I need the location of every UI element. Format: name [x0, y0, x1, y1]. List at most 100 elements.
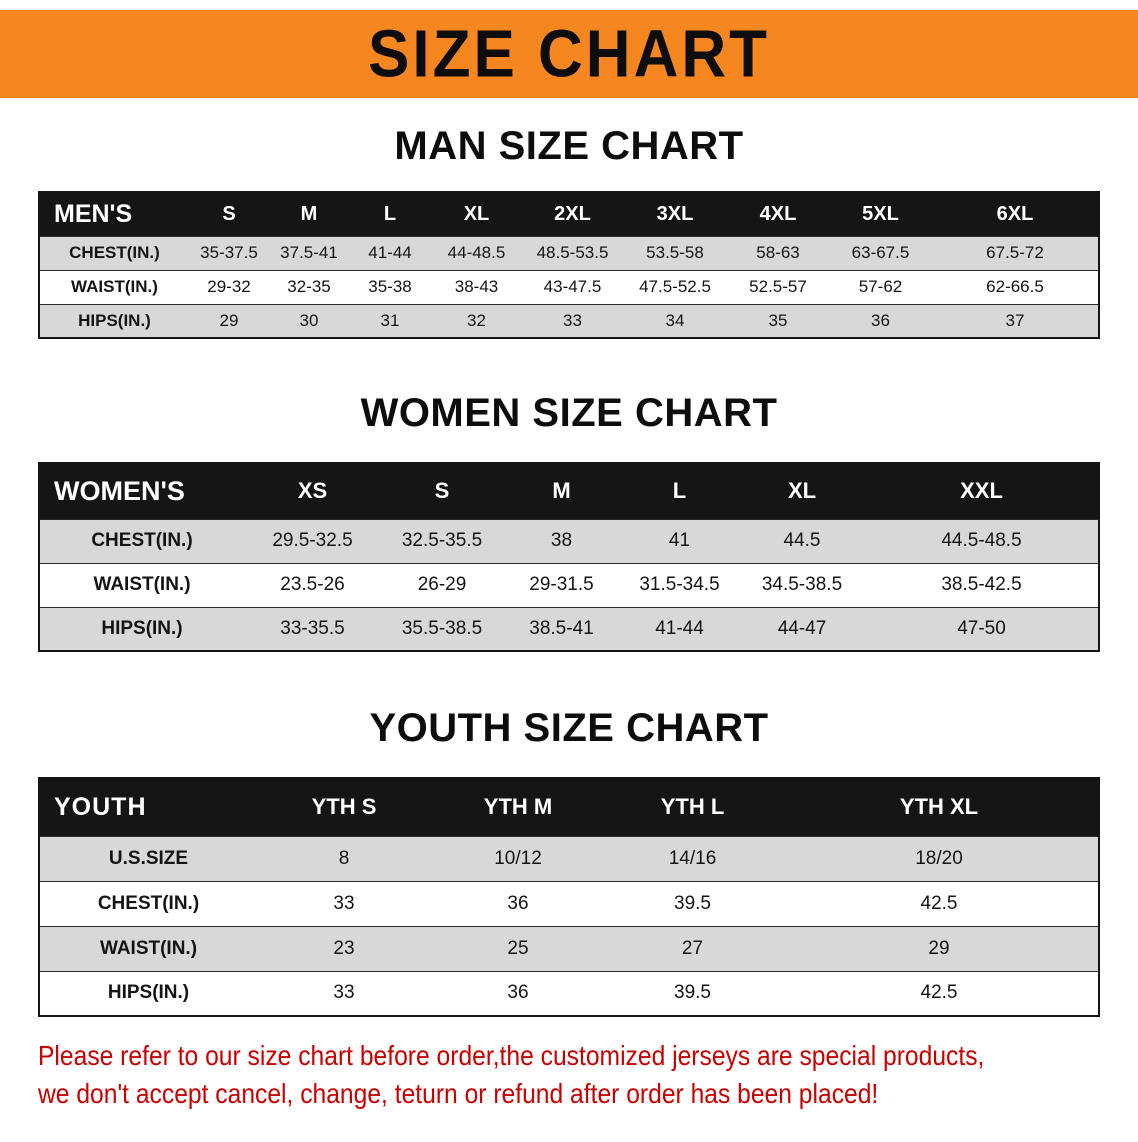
footnote-line-1: Please refer to our size chart before or… — [38, 1040, 985, 1071]
value-cell: 42.5 — [780, 970, 1099, 1016]
value-cell: 43-47.5 — [522, 269, 623, 304]
table-row: CHEST(IN.) 29.5-32.5 32.5-35.5 38 41 44.5 44.5… — [39, 518, 1099, 563]
size-chart-page: SIZE CHART MAN SIZE CHART MEN'S S M L XL 2XL 3… — [0, 10, 1138, 1113]
value-cell: 8 — [257, 835, 431, 881]
size-header-cell: XL — [739, 463, 865, 519]
value-cell: 63-67.5 — [829, 235, 932, 270]
value-cell: 36 — [829, 303, 932, 338]
row-label-cell: HIPS(IN.) — [39, 303, 189, 338]
value-cell: 33-35.5 — [244, 606, 381, 651]
value-cell: 38.5-42.5 — [865, 562, 1099, 607]
value-cell: 38 — [503, 518, 620, 563]
row-label-cell: WAIST(IN.) — [39, 925, 257, 971]
value-cell: 33 — [257, 970, 431, 1016]
table-row: CHEST(IN.) 35-37.5 37.5-41 41-44 44-48.5 48.5… — [39, 235, 1099, 270]
size-header-cell: XXL — [865, 463, 1099, 519]
value-cell: 35.5-38.5 — [381, 606, 503, 651]
value-cell: 31 — [349, 303, 431, 338]
table-title-cell: MEN'S — [39, 192, 189, 236]
value-cell: 41 — [620, 518, 739, 563]
value-cell: 32 — [431, 303, 522, 338]
value-cell: 44-47 — [739, 606, 865, 651]
table-title-cell: YOUTH — [39, 778, 257, 836]
value-cell: 25 — [431, 925, 605, 971]
table-row: U.S.SIZE 8 10/12 14/16 18/20 — [39, 835, 1099, 881]
banner: SIZE CHART — [0, 10, 1138, 98]
row-label-cell: WAIST(IN.) — [39, 562, 244, 607]
value-cell: 29-32 — [189, 269, 269, 304]
size-header-cell: 3XL — [623, 192, 727, 236]
value-cell: 30 — [269, 303, 349, 338]
value-cell: 62-66.5 — [932, 269, 1099, 304]
value-cell: 41-44 — [620, 606, 739, 651]
youth-section-heading: YOUTH SIZE CHART — [369, 706, 769, 750]
value-cell: 47-50 — [865, 606, 1099, 651]
value-cell: 31.5-34.5 — [620, 562, 739, 607]
men-size-table: MEN'S S M L XL 2XL 3XL 4XL 5XL 6XL CHEST(IN.) 35-37… — [38, 191, 1100, 339]
value-cell: 35-37.5 — [189, 235, 269, 270]
value-cell: 36 — [431, 970, 605, 1016]
value-cell: 48.5-53.5 — [522, 235, 623, 270]
table-header-row: WOMEN'S XS S M L XL XXL — [39, 463, 1099, 519]
value-cell: 35 — [727, 303, 829, 338]
size-header-cell: YTH L — [605, 778, 780, 836]
row-label-cell: CHEST(IN.) — [39, 880, 257, 926]
value-cell: 23.5-26 — [244, 562, 381, 607]
table-row: HIPS(IN.) 33-35.5 35.5-38.5 38.5-41 41-44 44-… — [39, 606, 1099, 651]
size-header-cell: L — [620, 463, 739, 519]
value-cell: 18/20 — [780, 835, 1099, 881]
value-cell: 29-31.5 — [503, 562, 620, 607]
table-row: HIPS(IN.) 29 30 31 32 33 34 35 36 37 — [39, 303, 1099, 338]
value-cell: 44-48.5 — [431, 235, 522, 270]
value-cell: 36 — [431, 880, 605, 926]
value-cell: 42.5 — [780, 880, 1099, 926]
women-size-table: WOMEN'S XS S M L XL XXL CHEST(IN.) 29.5-32.5 32.5… — [38, 462, 1100, 652]
footnote: Please refer to our size chart before or… — [38, 1037, 1100, 1113]
youth-size-table: YOUTH YTH S YTH M YTH L YTH XL U.S.SIZE 8 10/12… — [38, 777, 1100, 1017]
women-section-heading: WOMEN SIZE CHART — [360, 391, 778, 435]
value-cell: 44.5 — [739, 518, 865, 563]
size-header-cell: 5XL — [829, 192, 932, 236]
men-size-section: MAN SIZE CHART MEN'S S M L XL 2XL 3XL 4XL 5XL 6XL… — [0, 124, 1138, 339]
value-cell: 27 — [605, 925, 780, 971]
value-cell: 39.5 — [605, 970, 780, 1016]
size-header-cell: 2XL — [522, 192, 623, 236]
value-cell: 32.5-35.5 — [381, 518, 503, 563]
size-header-cell: 6XL — [932, 192, 1099, 236]
women-size-section: WOMEN SIZE CHART WOMEN'S XS S M L XL XXL CHEST(… — [0, 391, 1138, 652]
size-header-cell: M — [269, 192, 349, 236]
table-title-cell: WOMEN'S — [39, 463, 244, 519]
row-label-cell: CHEST(IN.) — [39, 235, 189, 270]
size-header-cell: XS — [244, 463, 381, 519]
value-cell: 58-63 — [727, 235, 829, 270]
value-cell: 14/16 — [605, 835, 780, 881]
size-header-cell: 4XL — [727, 192, 829, 236]
men-section-heading: MAN SIZE CHART — [394, 124, 744, 168]
size-header-cell: S — [381, 463, 503, 519]
value-cell: 32-35 — [269, 269, 349, 304]
table-row: WAIST(IN.) 29-32 32-35 35-38 38-43 43-47.5 47.… — [39, 269, 1099, 304]
value-cell: 57-62 — [829, 269, 932, 304]
value-cell: 33 — [257, 880, 431, 926]
size-header-cell: YTH M — [431, 778, 605, 836]
value-cell: 67.5-72 — [932, 235, 1099, 270]
value-cell: 47.5-52.5 — [623, 269, 727, 304]
value-cell: 35-38 — [349, 269, 431, 304]
table-row: CHEST(IN.) 33 36 39.5 42.5 — [39, 880, 1099, 926]
value-cell: 53.5-58 — [623, 235, 727, 270]
row-label-cell: HIPS(IN.) — [39, 606, 244, 651]
footnote-line-2: we don't accept cancel, change, teturn o… — [38, 1077, 879, 1109]
table-row: WAIST(IN.) 23 25 27 29 — [39, 925, 1099, 971]
value-cell: 10/12 — [431, 835, 605, 881]
row-label-cell: U.S.SIZE — [39, 835, 257, 881]
value-cell: 29 — [189, 303, 269, 338]
size-header-cell: S — [189, 192, 269, 236]
row-label-cell: HIPS(IN.) — [39, 970, 257, 1016]
table-row: HIPS(IN.) 33 36 39.5 42.5 — [39, 970, 1099, 1016]
size-header-cell: YTH XL — [780, 778, 1099, 836]
size-header-cell: L — [349, 192, 431, 236]
size-header-cell: XL — [431, 192, 522, 236]
value-cell: 34 — [623, 303, 727, 338]
value-cell: 26-29 — [381, 562, 503, 607]
value-cell: 34.5-38.5 — [739, 562, 865, 607]
